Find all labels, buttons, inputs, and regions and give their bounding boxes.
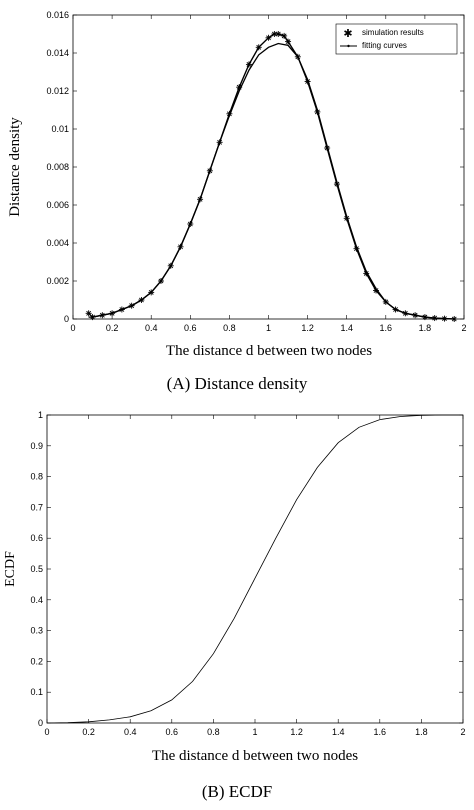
simulation-point <box>275 31 282 37</box>
y-tick-label: 0.3 <box>30 626 43 636</box>
ecdf-series <box>46 414 463 724</box>
x-tick-label: 1.8 <box>415 727 428 737</box>
simulation-series-line <box>88 33 455 320</box>
y-tick-label: 0 <box>38 718 43 728</box>
ecdf-chart: 0 0.2 0.4 0.6 0.8 1 1.2 1.4 1.6 1.8 2 0 0.1 0.2 0.3 0.4… <box>3 410 466 764</box>
x-tick-label: 0.4 <box>145 323 158 333</box>
x-tick-label: 0 <box>44 727 49 737</box>
y-tick-label: 1 <box>38 410 43 420</box>
x-tick-label: 0.2 <box>82 727 95 737</box>
x-tick-label: 2 <box>461 323 466 333</box>
y-tick-label: 0.8 <box>30 472 43 482</box>
y-tick-label: 0.002 <box>46 276 69 286</box>
y-tick-label: 0.5 <box>30 564 43 574</box>
x-tick-label: 1.4 <box>332 727 345 737</box>
ecdf-x-axis-label: The distance d between two nodes <box>152 748 358 764</box>
y-tick-label: 0.9 <box>30 441 43 451</box>
y-tick-label: 0.008 <box>46 162 69 172</box>
x-tick-label: 1.8 <box>419 323 432 333</box>
y-tick-label: 0.016 <box>46 10 69 20</box>
legend-entry-fitting: fitting curves <box>362 41 407 50</box>
y-tick-label: 0 <box>64 314 69 324</box>
ecdf-series-line <box>46 414 463 724</box>
simulation-point <box>285 38 292 45</box>
x-tick-label: 0.6 <box>166 727 179 737</box>
simulation-point <box>265 34 272 41</box>
density-legend: ✱ simulation results fitting curves <box>335 23 458 55</box>
density-plot-frame <box>72 14 465 320</box>
caption-b: (B) ECDF <box>201 782 273 801</box>
x-tick-label: 0.8 <box>223 323 236 333</box>
y-tick-label: 0.1 <box>30 687 43 697</box>
caption-a: (A) Distance density <box>166 374 308 393</box>
x-tick-label: 0.2 <box>106 323 119 333</box>
density-x-axis-label: The distance d between two nodes <box>166 343 372 359</box>
x-tick-label: 0.8 <box>207 727 220 737</box>
ecdf-ticks: 0 0.2 0.4 0.6 0.8 1 1.2 1.4 1.6 1.8 2 0 0.1 0.2 0.3 0.4… <box>30 410 465 737</box>
simulation-point <box>245 61 252 68</box>
ecdf-plot-frame <box>46 414 464 724</box>
x-tick-label: 0.6 <box>184 323 197 333</box>
x-tick-label: 1.2 <box>290 727 303 737</box>
x-tick-label: 0 <box>70 323 75 333</box>
y-tick-label: 0.7 <box>30 502 43 512</box>
legend-entry-simulation: simulation results <box>362 28 424 37</box>
density-y-axis-label: Distance density <box>7 117 23 217</box>
y-tick-label: 0.006 <box>46 200 69 210</box>
x-tick-label: 0.4 <box>124 727 137 737</box>
density-ticks: 0 0.2 0.4 0.6 0.8 1 1.2 1.4 1.6 1.8 2 0 0.002 0.004 0.… <box>46 10 466 333</box>
y-tick-label: 0.6 <box>30 533 43 543</box>
x-tick-label: 1.4 <box>340 323 353 333</box>
ecdf-y-axis-label: ECDF <box>3 551 18 587</box>
legend-star-icon: ✱ <box>343 27 352 40</box>
y-tick-label: 0.004 <box>46 238 69 248</box>
x-tick-label: 1.6 <box>374 727 387 737</box>
x-tick-label: 2 <box>460 727 465 737</box>
fitting-series-line <box>88 42 455 320</box>
density-series <box>85 31 458 322</box>
x-tick-label: 1.6 <box>380 323 393 333</box>
density-chart: 0 0.2 0.4 0.6 0.8 1 1.2 1.4 1.6 1.8 2 0 0.002 0.004 0.… <box>7 10 467 359</box>
legend-line-dot-icon <box>347 44 350 48</box>
simulation-point <box>255 44 262 51</box>
legend-box <box>335 23 458 55</box>
simulation-point <box>85 310 92 317</box>
x-tick-label: 1.2 <box>301 323 314 333</box>
y-tick-label: 0.4 <box>30 595 43 605</box>
y-tick-label: 0.012 <box>46 86 69 96</box>
y-tick-label: 0.01 <box>51 124 69 134</box>
x-tick-label: 1 <box>266 323 271 333</box>
y-tick-label: 0.014 <box>46 48 69 58</box>
y-tick-label: 0.2 <box>30 656 43 666</box>
simulation-point <box>281 32 288 39</box>
x-tick-label: 1 <box>252 727 257 737</box>
